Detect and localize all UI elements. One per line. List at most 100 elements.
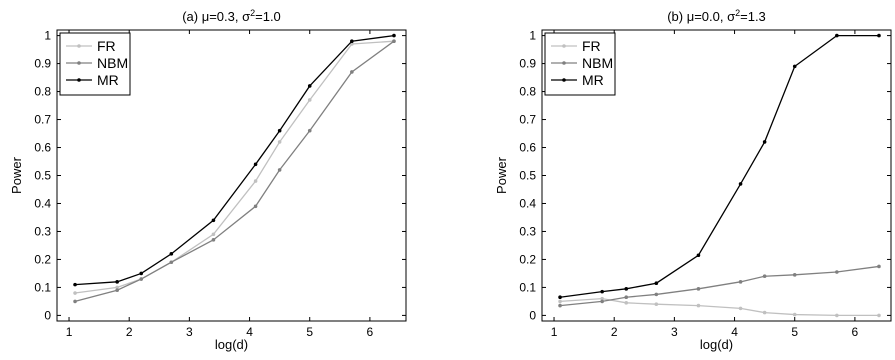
data-point-mr bbox=[738, 182, 743, 186]
series-line-nbm bbox=[559, 265, 880, 307]
legend-marker-fr bbox=[77, 44, 81, 48]
data-point-mr bbox=[654, 281, 659, 286]
series-line-mr bbox=[559, 34, 879, 298]
y-tick-label: 0.5 bbox=[519, 169, 536, 183]
y-axis-label: Power bbox=[9, 156, 24, 194]
x-tick-label: 6 bbox=[367, 325, 374, 339]
data-point-mr bbox=[115, 280, 119, 284]
data-point-mr bbox=[600, 289, 604, 294]
y-tick-label: 0.2 bbox=[34, 252, 51, 266]
data-point-fr bbox=[696, 303, 701, 308]
x-tick-label: 3 bbox=[671, 325, 678, 339]
data-point-mr bbox=[877, 33, 881, 38]
title-part-sup: 2 bbox=[250, 8, 255, 18]
data-point-nbm bbox=[835, 270, 839, 274]
x-tick-label: 4 bbox=[731, 325, 738, 339]
data-point-fr bbox=[277, 140, 282, 144]
legend-label-mr: MR bbox=[97, 72, 119, 88]
data-point-nbm bbox=[696, 287, 701, 291]
x-tick-label: 1 bbox=[551, 325, 558, 339]
x-tick-label: 5 bbox=[791, 325, 798, 339]
y-tick-label: 0.4 bbox=[34, 196, 51, 210]
x-tick-label: 5 bbox=[306, 325, 313, 339]
x-tick-label: 6 bbox=[852, 325, 859, 339]
y-tick-label: 1 bbox=[529, 29, 536, 43]
data-point-mr bbox=[73, 282, 77, 287]
y-tick-label: 0.4 bbox=[519, 196, 536, 210]
data-point-fr bbox=[877, 313, 881, 318]
data-point-fr bbox=[253, 179, 258, 183]
y-tick-label: 0.3 bbox=[34, 224, 51, 238]
y-tick-label: 0.7 bbox=[34, 113, 51, 127]
x-axis-label: log(d) bbox=[700, 337, 733, 352]
y-tick-label: 0.7 bbox=[519, 113, 536, 127]
legend-marker-mr bbox=[77, 78, 81, 82]
data-point-fr bbox=[211, 232, 216, 237]
y-axis-label: Power bbox=[494, 156, 509, 194]
legend-label-nbm: NBM bbox=[97, 55, 128, 71]
x-tick-label: 3 bbox=[186, 325, 193, 339]
title-part-mu: μ bbox=[687, 9, 695, 24]
data-point-mr bbox=[624, 287, 629, 291]
data-point-fr bbox=[73, 291, 77, 295]
data-point-nbm bbox=[624, 295, 629, 300]
data-point-mr bbox=[211, 218, 216, 223]
data-point-mr bbox=[792, 64, 797, 69]
data-point-fr bbox=[307, 98, 312, 102]
y-tick-label: 0.1 bbox=[519, 280, 536, 294]
title-part-mu-eq: =0.0, bbox=[694, 9, 727, 24]
data-point-fr bbox=[600, 296, 604, 301]
legend-label-nbm: NBM bbox=[582, 55, 613, 71]
title-part-mu-eq: =0.3, bbox=[209, 9, 242, 24]
y-tick-label: 0 bbox=[44, 308, 51, 322]
title-part-sigma-eq: =1.0 bbox=[255, 9, 281, 24]
data-point-mr bbox=[392, 33, 396, 38]
data-point-nbm bbox=[211, 238, 216, 242]
title-part-sigma-eq: =1.3 bbox=[740, 9, 766, 24]
data-point-nbm bbox=[307, 128, 312, 133]
data-point-mr bbox=[558, 295, 562, 300]
chart-panel-b: (b) μ=0.0, σ2=1.31 2 3 4 5 600.10.20.30.40.50… bbox=[494, 8, 892, 352]
title-part-mu: μ bbox=[202, 9, 210, 24]
data-point-mr bbox=[762, 140, 767, 144]
legend-marker-fr bbox=[562, 44, 566, 48]
data-point-fr bbox=[654, 302, 659, 307]
y-tick-label: 0.9 bbox=[519, 57, 536, 71]
y-tick-label: 0.5 bbox=[34, 169, 51, 183]
data-point-fr bbox=[115, 285, 119, 290]
y-tick-label: 0.8 bbox=[519, 85, 536, 99]
chart-title: (b) μ=0.0, σ2=1.3 bbox=[667, 8, 766, 24]
title-part-prefix: (a) bbox=[182, 9, 202, 24]
legend-box bbox=[544, 32, 616, 96]
data-point-nbm bbox=[738, 280, 743, 284]
title-part-sigma: σ bbox=[727, 9, 735, 24]
data-point-nbm bbox=[277, 168, 282, 172]
data-point-nbm bbox=[73, 299, 77, 304]
data-point-fr bbox=[835, 313, 839, 318]
data-point-mr bbox=[139, 271, 144, 276]
title-part-sigma: σ bbox=[242, 9, 250, 24]
chart-panel-a: (a) μ=0.3, σ2=1.01 2 3 4 5 600.10.20.30.40.50… bbox=[9, 8, 407, 352]
legend-box bbox=[59, 32, 131, 96]
title-part-prefix: (b) bbox=[667, 9, 687, 24]
y-tick-label: 0.8 bbox=[34, 85, 51, 99]
x-tick-label: 2 bbox=[611, 325, 618, 339]
legend-label-fr: FR bbox=[582, 38, 601, 54]
data-point-nbm bbox=[139, 277, 144, 281]
data-point-fr bbox=[738, 306, 743, 311]
data-point-fr bbox=[624, 301, 629, 305]
data-point-nbm bbox=[762, 274, 767, 279]
data-point-mr bbox=[350, 39, 354, 43]
x-tick-label: 4 bbox=[246, 325, 253, 339]
data-point-nbm bbox=[350, 70, 354, 74]
data-point-nbm bbox=[877, 264, 881, 269]
data-point-nbm bbox=[654, 292, 659, 297]
y-tick-label: 1 bbox=[44, 29, 51, 43]
legend-marker-nbm bbox=[562, 61, 566, 65]
data-point-fr bbox=[558, 299, 562, 304]
title-part-sup: 2 bbox=[735, 8, 740, 18]
data-point-nbm bbox=[115, 288, 119, 293]
y-tick-label: 0.6 bbox=[34, 141, 51, 155]
data-point-mr bbox=[169, 252, 174, 256]
